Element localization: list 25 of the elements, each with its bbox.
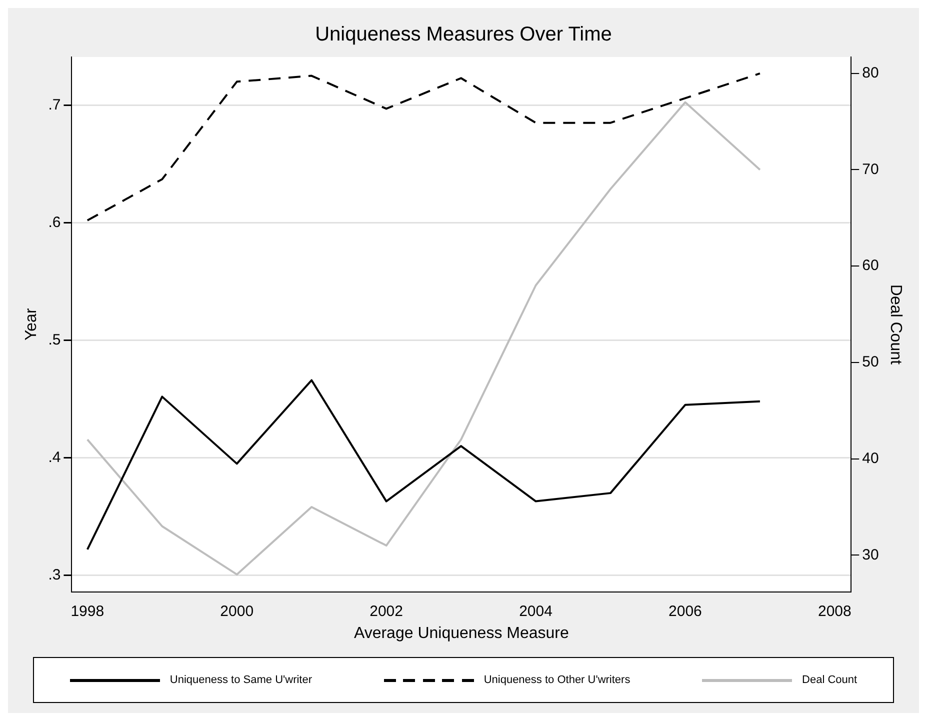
line-series [86, 72, 761, 222]
y2-tick-label: 80 [862, 64, 879, 82]
legend-label: Deal Count [802, 674, 858, 686]
x-tick-label: 2008 [818, 602, 852, 620]
y-tick-label: .5 [48, 331, 61, 348]
y-tick-label: .3 [48, 566, 61, 584]
y-tick-label: .7 [48, 96, 61, 114]
y2-tick-label: 30 [862, 546, 879, 564]
y-tick-label: .6 [48, 214, 61, 231]
x-tick-label: 2002 [370, 602, 403, 620]
y2-tick-label: 50 [862, 354, 879, 371]
y2-axis-title: Deal Count [886, 284, 904, 365]
legend-label: Uniqueness to Other U'writers [484, 674, 630, 686]
y2-tick-label: 60 [862, 257, 879, 274]
y2-tick-label: 70 [862, 160, 879, 178]
chart-title: Uniqueness Measures Over Time [315, 24, 612, 46]
y-axis-title: Year [23, 308, 40, 341]
y-tick-label: .4 [48, 448, 61, 466]
x-tick-label: 1998 [70, 602, 104, 620]
x-tick-label: 2006 [668, 602, 702, 620]
x-axis-title: Average Uniqueness Measure [354, 624, 569, 642]
y2-tick-label: 40 [862, 450, 879, 467]
x-tick-label: 2004 [519, 602, 552, 620]
legend-label: Uniqueness to Same U'writer [170, 674, 312, 686]
x-tick-label: 2000 [220, 602, 254, 620]
